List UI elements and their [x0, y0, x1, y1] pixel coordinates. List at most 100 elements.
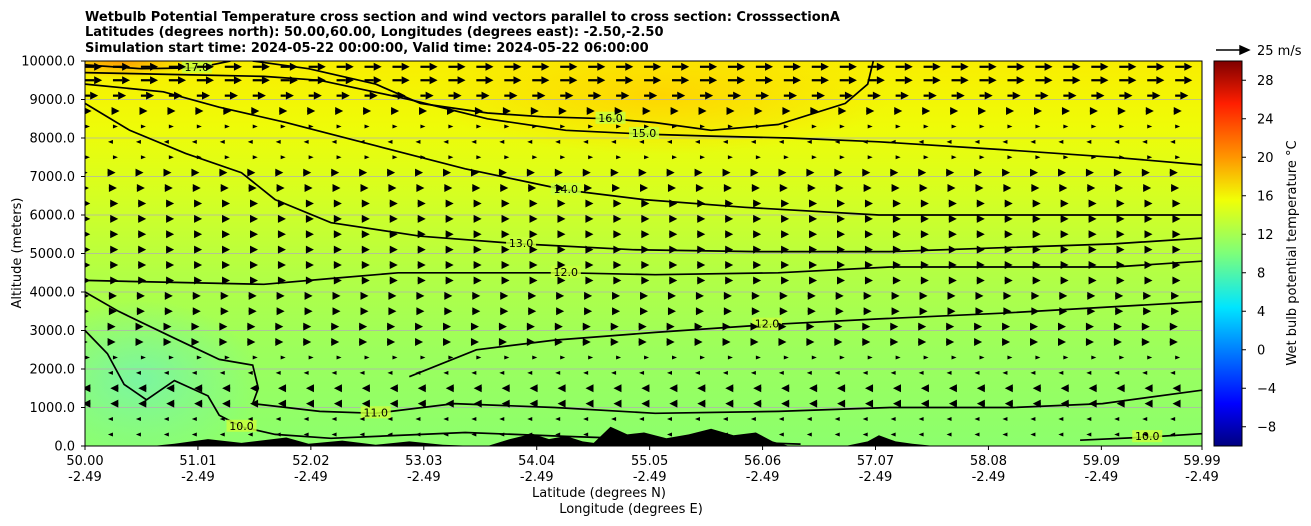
wind-vector [839, 155, 845, 160]
wind-vector-head [85, 399, 91, 408]
wind-vector [1035, 355, 1041, 360]
wind-vector-head [1088, 276, 1097, 285]
wind-vector-head [1085, 338, 1094, 347]
wind-vector-head [485, 62, 494, 71]
wind-vector-head [1004, 214, 1013, 223]
wind-vector-head [844, 91, 853, 100]
wind-vector-head [108, 184, 117, 193]
wind-vector [504, 124, 510, 129]
wind-vector-head [709, 76, 718, 85]
contour-label-bg [752, 317, 783, 330]
wind-vector-head [1173, 107, 1182, 116]
contour-line [85, 71, 1202, 166]
wind-vector-head [1012, 91, 1021, 100]
wind-vector [722, 139, 728, 144]
wind-vector-head [872, 91, 881, 100]
wind-vector [951, 355, 957, 360]
wind-vector-head [529, 276, 538, 285]
wind-vector-head [613, 199, 622, 208]
wind-vector-head [1031, 184, 1040, 193]
wind-vector-head [445, 199, 454, 208]
wind-vector-head [1172, 384, 1181, 393]
wind-vector-head [498, 338, 507, 347]
wind-vector [163, 370, 169, 375]
wind-vector [918, 139, 924, 144]
wind-vector-head [1100, 62, 1109, 71]
colorbar-tick-label: 24 [1257, 112, 1274, 127]
wind-vector-head [835, 307, 844, 316]
wind-vector-head [557, 214, 566, 223]
wind-vector-head [809, 399, 818, 408]
wind-vector-head [361, 384, 370, 393]
wind-vector-head [333, 214, 342, 223]
wind-vector-head [85, 216, 91, 222]
wind-vector [85, 155, 90, 160]
wind-vector-head [164, 291, 173, 300]
wind-vector-head [681, 76, 690, 85]
wind-vector-head [557, 199, 566, 208]
wind-vector-head [166, 276, 175, 285]
wind-vector-head [904, 76, 913, 85]
wind-vector-head [848, 62, 857, 71]
wind-vector [611, 139, 617, 144]
wind-vector-head [792, 62, 801, 71]
wind-vector-head [85, 200, 91, 207]
wind-vector-head [191, 338, 200, 347]
wind-vector [1030, 432, 1036, 437]
wind-vector-head [107, 322, 116, 331]
wind-vector-head [1031, 291, 1040, 300]
wind-vector-head [1171, 307, 1180, 316]
wind-vector-head [781, 399, 790, 408]
wind-vector-head [948, 214, 957, 223]
wind-vector-head [445, 384, 454, 393]
wind-vector-head [166, 230, 175, 239]
wind-vector-head [584, 184, 593, 193]
wind-vector-head [110, 214, 119, 223]
plot-area: 10.010.011.012.012.013.014.015.016.017.0 [85, 61, 1202, 446]
wind-vector-head [1171, 291, 1180, 300]
wind-vector-head [781, 230, 790, 239]
wind-vector [387, 139, 393, 144]
wind-vector-head [641, 245, 650, 254]
x-tick-label-lat: 59.99 [1183, 454, 1220, 469]
wind-vector-head [612, 184, 621, 193]
wind-vector-head [950, 107, 959, 116]
wind-vector-head [610, 168, 619, 177]
wind-vector-head [205, 62, 214, 71]
wind-vector-head [1116, 214, 1125, 223]
wind-vector [727, 355, 733, 360]
wind-vector-head [864, 230, 873, 239]
wind-vector-head [222, 230, 231, 239]
wind-vector [527, 370, 533, 375]
wind-vector-head [305, 214, 314, 223]
wind-vector-head [444, 291, 453, 300]
wind-vector-head [229, 91, 238, 100]
wind-vector-head [500, 307, 509, 316]
wind-vector-head [1115, 291, 1124, 300]
wind-vector [778, 432, 784, 437]
wind-vector-head [765, 62, 774, 71]
wind-vector-head [723, 307, 732, 316]
wind-vector-head [892, 230, 901, 239]
wind-vector-head [820, 76, 829, 85]
y-tick-label: 6000.0 [30, 209, 76, 224]
title-line-3: Simulation start time: 2024-05-22 00:00:… [85, 41, 649, 56]
x-axis-label-lon: Longitude (degrees E) [559, 502, 703, 517]
wind-vector-head [753, 214, 762, 223]
wind-vector-head [473, 399, 482, 408]
x-tick-label-lat: 59.09 [1083, 454, 1120, 469]
wind-vector [694, 417, 700, 422]
wind-vector-head [139, 107, 148, 116]
wind-vector-head [313, 91, 322, 100]
wind-vector-head [597, 76, 606, 85]
y-tick-label: 0.0 [54, 440, 75, 455]
wind-vector-head [1059, 184, 1068, 193]
wind-vector-head [864, 245, 873, 254]
wind-vector [1035, 124, 1041, 129]
wind-vector-head [276, 307, 285, 316]
wind-vector [303, 370, 309, 375]
wind-vector-head [612, 291, 621, 300]
x-tick-label-lon: -2.49 [633, 470, 667, 485]
wind-vector-head [697, 384, 706, 393]
quiver-key: 25 m/s [1216, 44, 1302, 59]
